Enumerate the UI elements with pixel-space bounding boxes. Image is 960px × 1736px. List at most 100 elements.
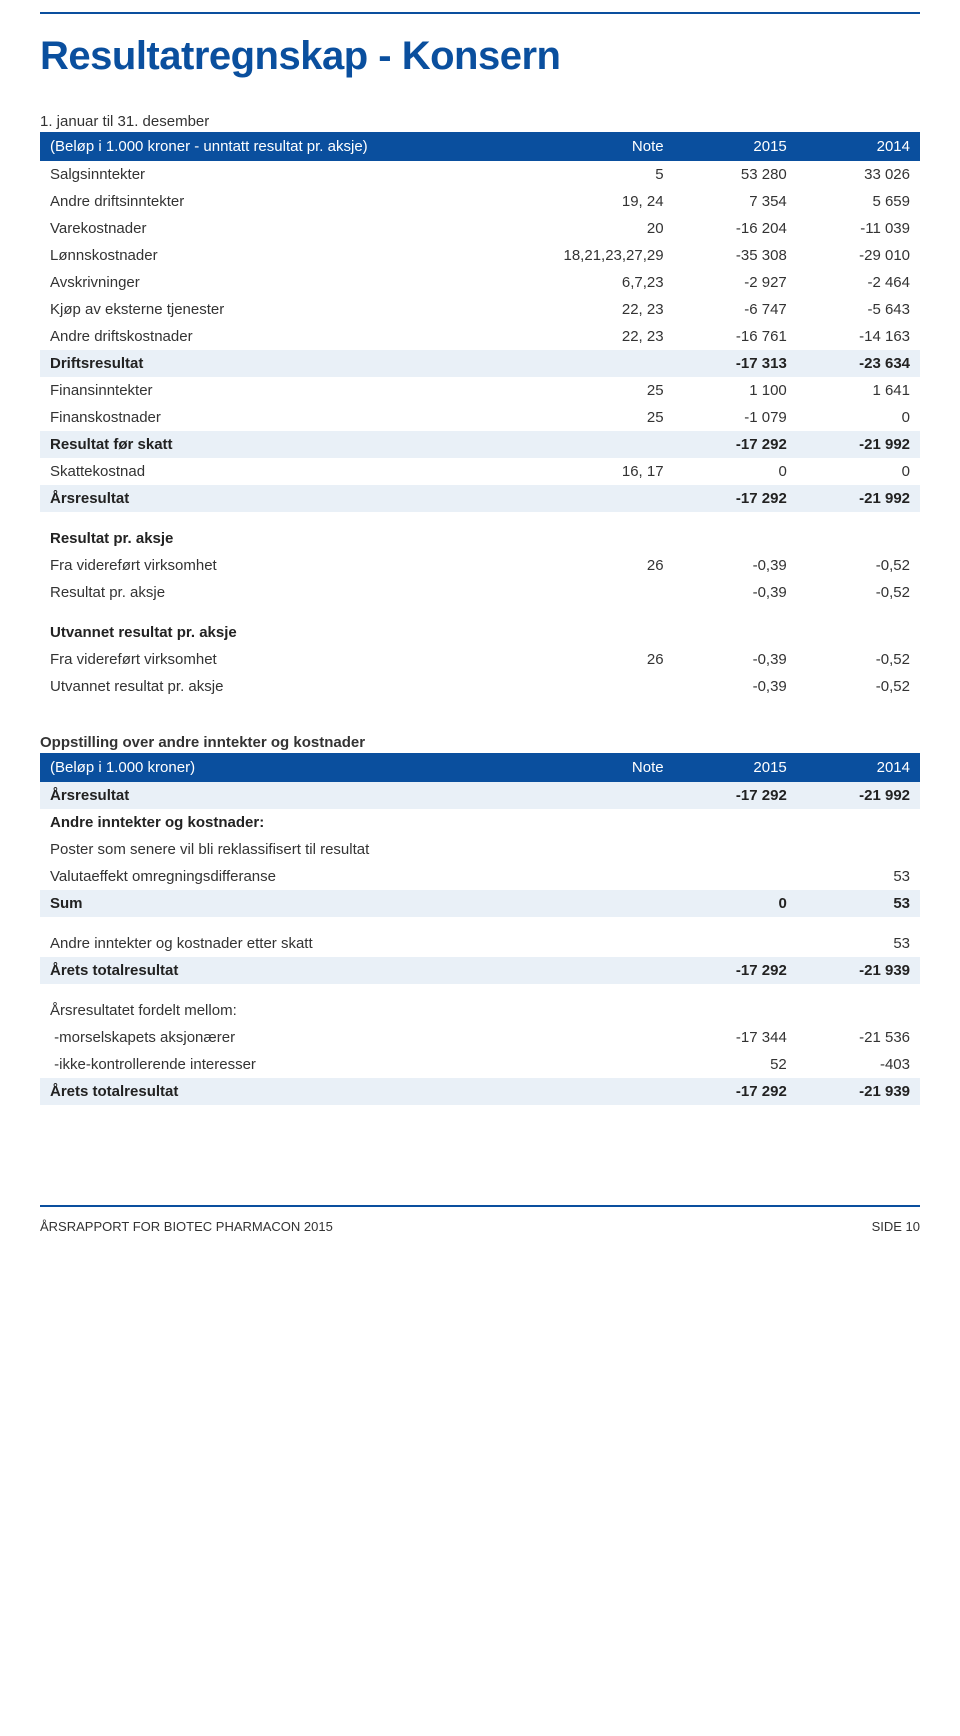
table-cell: Årsresultat (40, 782, 515, 809)
table-cell: Resultat før skatt (40, 431, 515, 458)
table-cell (515, 431, 673, 458)
table-cell: -0,52 (797, 552, 920, 579)
table-row: Kjøp av eksterne tjenester22, 23-6 747-5… (40, 296, 920, 323)
table-row: Utvannet resultat pr. aksje-0,39-0,52 (40, 673, 920, 700)
table-cell: Finansinntekter (40, 377, 515, 404)
footer-left: ÅRSRAPPORT FOR BIOTEC PHARMACON 2015 (40, 1219, 333, 1234)
table-cell: -0,39 (674, 579, 797, 606)
table-cell: -16 761 (674, 323, 797, 350)
table-row: Andre driftsinntekter19, 247 3545 659 (40, 188, 920, 215)
table-cell: -29 010 (797, 242, 920, 269)
table-cell: -403 (797, 1051, 920, 1078)
footer-right: SIDE 10 (872, 1219, 920, 1234)
table-row: Salgsinntekter553 28033 026 (40, 161, 920, 188)
table-cell: Årets totalresultat (40, 1078, 515, 1105)
table2-subhead: Oppstilling over andre inntekter og kost… (40, 734, 920, 751)
table-cell (674, 836, 797, 863)
table-cell: 26 (515, 646, 673, 673)
th2-2015: 2015 (674, 753, 797, 782)
table-cell (515, 512, 673, 552)
table-cell: Salgsinntekter (40, 161, 515, 188)
table-row: Årsresultat -17 292-21 992 (40, 485, 920, 512)
table-cell: -17 292 (674, 485, 797, 512)
table-cell: Varekostnader (40, 215, 515, 242)
table-row: Fra videreført virksomhet26-0,39-0,52 (40, 646, 920, 673)
table-row: Varekostnader20-16 204-11 039 (40, 215, 920, 242)
table-cell (797, 836, 920, 863)
page-footer: ÅRSRAPPORT FOR BIOTEC PHARMACON 2015 SID… (40, 1205, 920, 1254)
table-cell (515, 957, 673, 984)
table-cell: -0,52 (797, 646, 920, 673)
table-cell (515, 809, 673, 836)
table-cell: -17 292 (674, 431, 797, 458)
table-cell: -17 313 (674, 350, 797, 377)
table-cell: Sum (40, 890, 515, 917)
table-cell (515, 984, 673, 1024)
table-row: Andre driftskostnader22, 23-16 761-14 16… (40, 323, 920, 350)
table-cell: 0 (674, 458, 797, 485)
table-cell: 53 280 (674, 161, 797, 188)
table-cell (515, 782, 673, 809)
table-cell: -21 992 (797, 485, 920, 512)
table-cell: -0,52 (797, 579, 920, 606)
table-cell (515, 485, 673, 512)
table-cell: 0 (797, 404, 920, 431)
table-cell (515, 606, 673, 646)
table-cell (515, 579, 673, 606)
table-cell (515, 836, 673, 863)
table-row: Finansinntekter251 1001 641 (40, 377, 920, 404)
table-cell: Andre inntekter og kostnader: (40, 809, 515, 836)
table2-header-row: (Beløp i 1.000 kroner) Note 2015 2014 (40, 753, 920, 782)
table-cell: 26 (515, 552, 673, 579)
top-rule (40, 12, 920, 14)
table1-header-row: (Beløp i 1.000 kroner - unntatt resultat… (40, 132, 920, 161)
table-cell: Andre inntekter og kostnader etter skatt (40, 917, 515, 957)
table-cell (674, 984, 797, 1024)
table-cell: 25 (515, 377, 673, 404)
table-cell: Finanskostnader (40, 404, 515, 431)
table-row: Resultat før skatt-17 292-21 992 (40, 431, 920, 458)
table-cell: -21 536 (797, 1024, 920, 1051)
table-row: Andre inntekter og kostnader etter skatt… (40, 917, 920, 957)
table1-subhead: 1. januar til 31. desember (40, 113, 920, 130)
table-cell (674, 809, 797, 836)
table-cell: -0,39 (674, 673, 797, 700)
table-row: Avskrivninger6,7,23-2 927-2 464 (40, 269, 920, 296)
table-cell (515, 863, 673, 890)
page-title: Resultatregnskap - Konsern (40, 34, 920, 79)
table-cell (515, 673, 673, 700)
table-cell: 1 100 (674, 377, 797, 404)
table-cell: Fra videreført virksomhet (40, 552, 515, 579)
table-cell: Skattekostnad (40, 458, 515, 485)
table-cell: Lønnskostnader (40, 242, 515, 269)
table-cell: 6,7,23 (515, 269, 673, 296)
table-cell: Driftsresultat (40, 350, 515, 377)
table-cell: -ikke-kontrollerende interesser (40, 1051, 515, 1078)
table-cell: Årets totalresultat (40, 957, 515, 984)
table-cell (797, 512, 920, 552)
table-cell: -morselskapets aksjonærer (40, 1024, 515, 1051)
table-cell: 53 (797, 917, 920, 957)
table-cell: Årsresultat (40, 485, 515, 512)
table-row: Årsresultat-17 292-21 992 (40, 782, 920, 809)
table-cell (797, 984, 920, 1024)
content-area: 1. januar til 31. desember (Beløp i 1.00… (0, 113, 960, 1165)
table-cell: 19, 24 (515, 188, 673, 215)
th-2015: 2015 (674, 132, 797, 161)
table-row: Fra videreført virksomhet26-0,39-0,52 (40, 552, 920, 579)
table-cell: -21 939 (797, 1078, 920, 1105)
table-cell: 16, 17 (515, 458, 673, 485)
table-cell (515, 1078, 673, 1105)
table-row: Valutaeffekt omregningsdifferanse53 (40, 863, 920, 890)
table-row: Utvannet resultat pr. aksje (40, 606, 920, 646)
table-cell (674, 606, 797, 646)
table-cell: -23 634 (797, 350, 920, 377)
table-cell: Resultat pr. aksje (40, 512, 515, 552)
table-cell: Utvannet resultat pr. aksje (40, 606, 515, 646)
table-cell: 5 (515, 161, 673, 188)
table-cell (797, 606, 920, 646)
table-cell: -21 992 (797, 782, 920, 809)
table-cell: -14 163 (797, 323, 920, 350)
table-cell: -16 204 (674, 215, 797, 242)
table-cell: 7 354 (674, 188, 797, 215)
